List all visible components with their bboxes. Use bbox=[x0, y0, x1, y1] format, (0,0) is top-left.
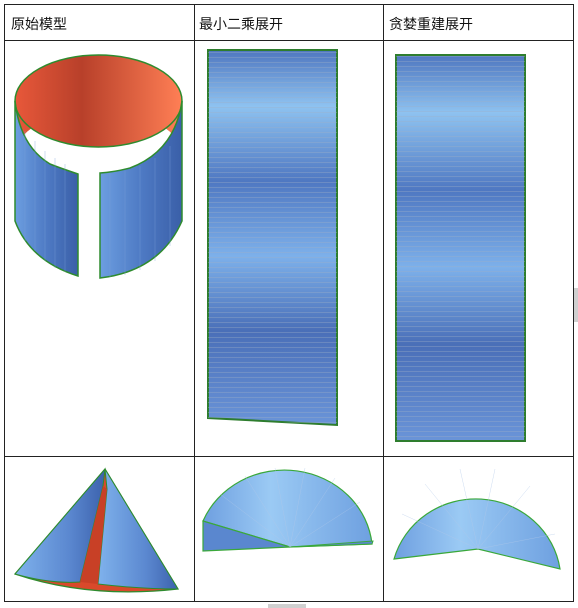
cylinder-model-image bbox=[14, 54, 183, 279]
cylinder-lsq-unfold-image bbox=[207, 49, 338, 427]
header-original-model: 原始模型 bbox=[11, 17, 67, 33]
horizontal-scroll-thumb[interactable] bbox=[268, 604, 306, 608]
header-greedy-reconstruction-unfold: 贪婪重建展开 bbox=[389, 17, 473, 33]
header-least-squares-unfold: 最小二乘展开 bbox=[199, 17, 283, 33]
cone-greedy-unfold-image bbox=[393, 468, 561, 570]
cone-model-image bbox=[13, 467, 180, 593]
cone-lsq-unfold-image bbox=[202, 467, 374, 552]
vertical-scroll-thumb[interactable] bbox=[574, 288, 578, 322]
cylinder-greedy-unfold-image bbox=[395, 54, 526, 442]
